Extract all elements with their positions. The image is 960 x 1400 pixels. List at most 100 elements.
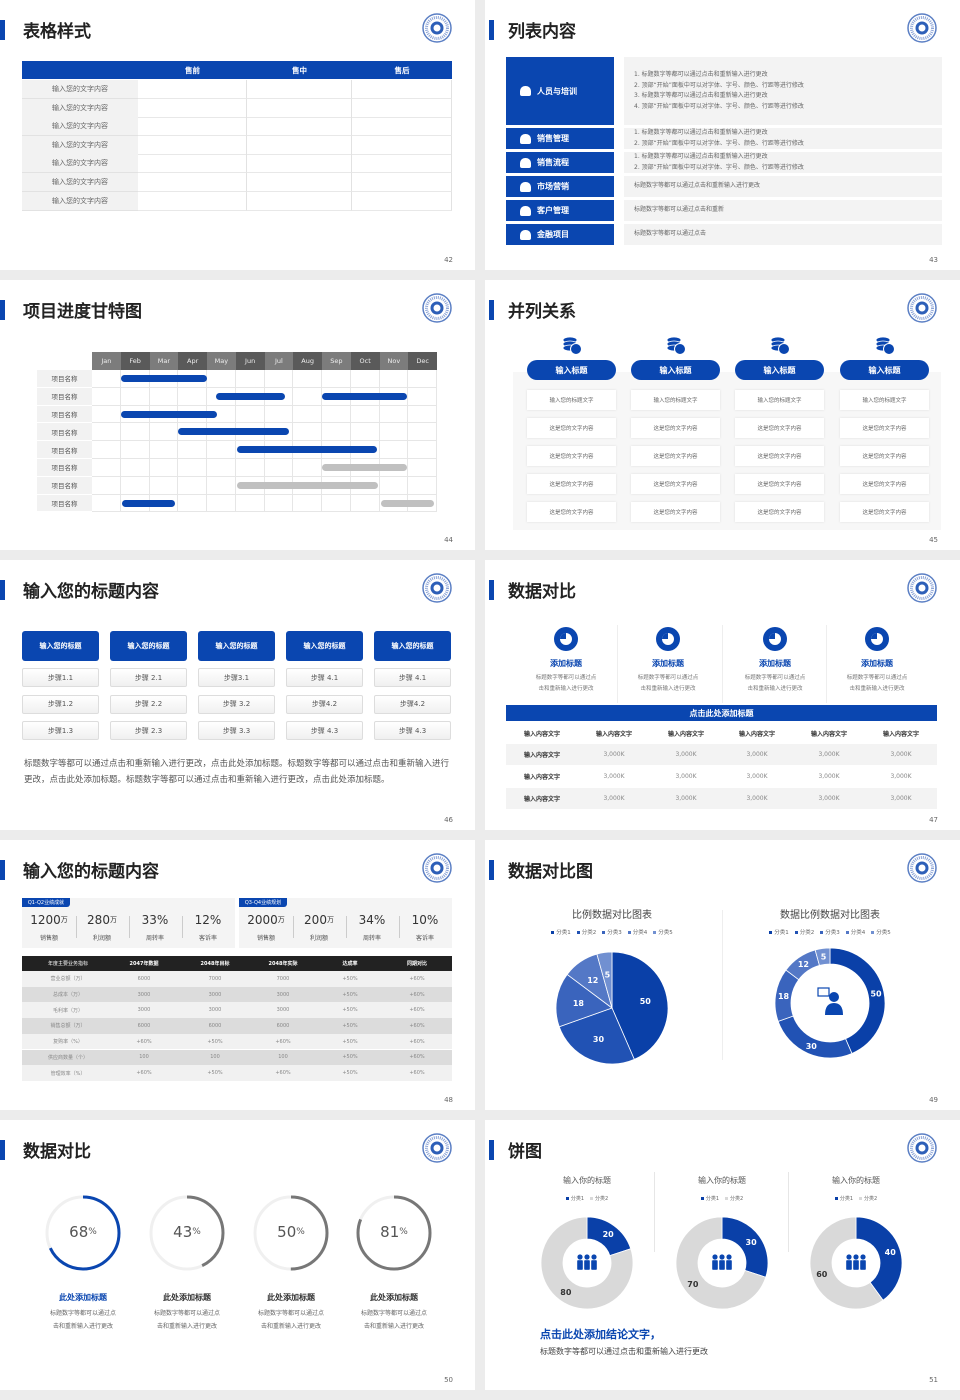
table-cell[interactable] (352, 98, 452, 118)
list-item-3[interactable]: 市场营销 (506, 176, 614, 197)
column-title-pill[interactable]: 输入标题 (631, 360, 720, 380)
slide-49[interactable]: 数据对比图 49 比例数据对比图表 分类1 分类2 分类3 分类4 分类5 50 30 18 12… (485, 840, 960, 1110)
gantt-bar-planned[interactable] (322, 464, 407, 471)
progress-arc (45, 1195, 121, 1271)
table-row (22, 986, 452, 1003)
gantt-cell (235, 459, 265, 477)
step-header[interactable]: 输入您的标题 (286, 631, 363, 661)
divider (76, 916, 77, 938)
list-item-0[interactable]: 人员与培训 (506, 57, 614, 125)
step-box[interactable]: 步骤1.3 (22, 721, 99, 740)
step-box[interactable]: 步骤3.1 (198, 668, 275, 687)
slide-50[interactable]: 数据对比 50 68% 此处添加标题 标题数字等都可以通过点 击和重新输入进行更改 43… (0, 1120, 475, 1390)
gantt-bar-planned[interactable] (380, 499, 435, 507)
table-cell[interactable] (138, 135, 247, 155)
slide-47[interactable]: 数据对比 点击此处添加标题 47 添加标题 标题数字等都可以通过点 击和重新输入进行… (485, 560, 960, 830)
slide-51[interactable]: 饼图 点击此处添加结论文字， 标题数字等都可以通过点击和重新输入进行更改 51 … (485, 1120, 960, 1390)
step-box[interactable]: 步骤 3.3 (198, 721, 275, 740)
slide-title: 输入您的标题内容 (23, 582, 159, 602)
gantt-bar-active[interactable] (178, 428, 289, 436)
table-cell[interactable] (247, 191, 352, 211)
table-cell: 3000 (208, 1007, 222, 1014)
gantt-cell (293, 387, 322, 406)
step-box[interactable]: 步骤 4.1 (374, 668, 451, 687)
gantt-bar-active[interactable] (322, 392, 407, 400)
chart-data-label: 50 (870, 989, 882, 998)
list-item-label: 市场营销 (537, 182, 569, 191)
step-box[interactable]: 步骤4.2 (286, 694, 363, 714)
step-header[interactable]: 输入您的标题 (110, 631, 187, 661)
table-cell[interactable] (247, 98, 352, 118)
gantt-cell (322, 370, 351, 388)
step-box[interactable]: 步骤 4.3 (286, 721, 363, 740)
gantt-cell (92, 423, 121, 442)
gantt-row-label: 项目名称 (37, 405, 92, 423)
slide-title: 并列关系 (508, 302, 576, 322)
list-item-label: 销售管理 (537, 134, 569, 143)
table-cell[interactable] (352, 80, 452, 99)
gantt-bar-active[interactable] (237, 446, 377, 454)
step-box[interactable]: 步骤1.2 (22, 694, 99, 714)
chart-data-label: 30 (806, 1042, 818, 1051)
table-cell[interactable] (138, 173, 247, 192)
gantt-bar-active[interactable] (122, 499, 176, 507)
table-cell[interactable] (138, 191, 247, 211)
slide-43[interactable]: 列表内容 43 人员与培训 1. 标题数字等都可以通过点击和重新输入进行更改 2. … (485, 0, 960, 270)
step-box[interactable]: 步骤 4.1 (286, 668, 363, 687)
users-icon (520, 205, 531, 216)
gantt-bar-active[interactable] (120, 375, 207, 382)
gantt-bar-active[interactable] (215, 392, 285, 400)
gantt-bar-planned[interactable] (237, 481, 379, 489)
table-cell[interactable] (247, 135, 352, 155)
slide-48[interactable]: 输入您的标题内容 48 Q1-Q2业绩成就 1200 万销售额 280 万利润额 33% 周… (0, 840, 475, 1110)
step-box[interactable]: 步骤 2.2 (110, 694, 187, 714)
slide-46[interactable]: 输入您的标题内容 标题数字等都可以通过点击和重新输入进行更改，点击此处添加标题。… (0, 560, 475, 830)
list-item-5[interactable]: 金融项目 (506, 224, 614, 245)
coins-icon (562, 336, 582, 355)
progress-ring (45, 1195, 121, 1271)
step-box[interactable]: 步骤 4.3 (374, 721, 451, 740)
table-cell[interactable] (138, 80, 247, 99)
table-header-cell: 售中 (292, 65, 307, 75)
column-title-pill[interactable]: 输入标题 (527, 360, 616, 380)
column-title-pill[interactable]: 输入标题 (840, 360, 929, 380)
step-box[interactable]: 步骤4.2 (374, 694, 451, 714)
step-header[interactable]: 输入您的标题 (198, 631, 275, 661)
column-title-pill[interactable]: 输入标题 (735, 360, 824, 380)
divider (399, 916, 400, 938)
table-cell[interactable] (138, 98, 247, 118)
list-item-1[interactable]: 销售管理 (506, 128, 614, 149)
gantt-cell (350, 423, 380, 442)
table-cell[interactable] (138, 154, 247, 174)
slide-44[interactable]: 项目进度甘特图 44 Jan Feb Mar Apr May Jun Jul Aug Sep Oc… (0, 280, 475, 550)
list-item-2[interactable]: 销售流程 (506, 152, 614, 173)
step-box[interactable]: 步骤 2.3 (110, 721, 187, 740)
list-item-4[interactable]: 客户管理 (506, 200, 614, 221)
gantt-cell (178, 441, 207, 459)
table-cell[interactable] (352, 117, 452, 137)
step-header[interactable]: 输入您的标题 (22, 631, 99, 661)
table-cell: 输入内容文字 (523, 796, 560, 803)
table-cell[interactable] (352, 173, 452, 192)
slide-42[interactable]: 表格样式 42 售前 售中 售后 输入您的文字内容 输入您的文字内容 输入您的文字内容 输入… (0, 0, 475, 270)
table-cell[interactable] (138, 117, 247, 137)
step-box[interactable]: 步骤 3.2 (198, 694, 275, 714)
table-cell[interactable] (352, 191, 452, 211)
table-cell[interactable] (352, 154, 452, 174)
table-cell[interactable] (247, 173, 352, 192)
gantt-month-header: Aug (293, 352, 322, 370)
step-box[interactable]: 步骤1.1 (22, 668, 99, 687)
table-cell[interactable] (247, 80, 352, 99)
step-header[interactable]: 输入您的标题 (374, 631, 451, 661)
ring-percent: 81% (364, 1223, 424, 1241)
step-box[interactable]: 步骤 2.1 (110, 668, 187, 687)
gantt-bar-active[interactable] (120, 410, 218, 418)
training-icon (520, 86, 531, 96)
slide-title: 数据对比 (508, 582, 576, 602)
table-cell[interactable] (247, 154, 352, 174)
slide-45[interactable]: 并列关系 45 输入标题 输入您的标题文字 这是您的文字内容 这是您的文字内容 这是您的… (485, 280, 960, 550)
gantt-month-header: Jul (264, 352, 294, 370)
percent-value: 43 (173, 1223, 193, 1241)
table-cell[interactable] (247, 117, 352, 137)
table-cell[interactable] (352, 135, 452, 155)
